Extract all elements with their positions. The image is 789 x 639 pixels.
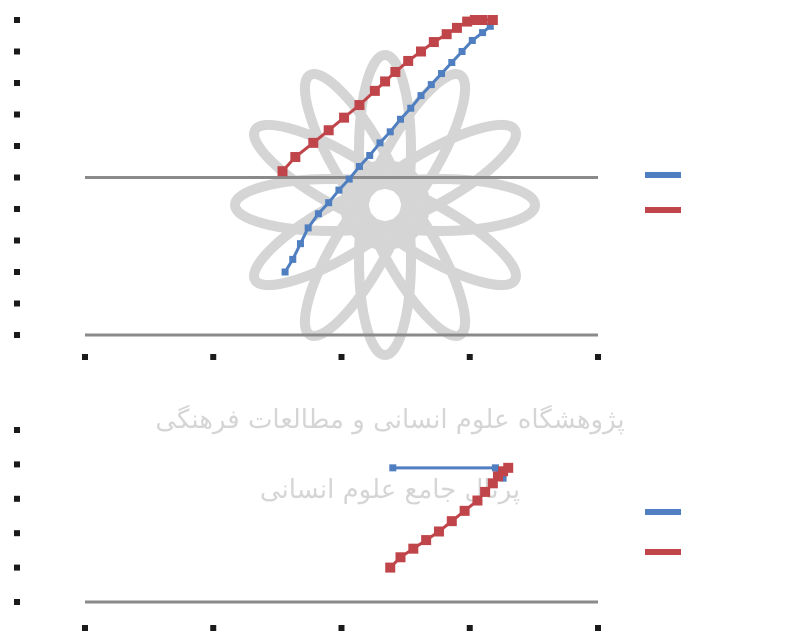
x-tick-marker bbox=[595, 625, 601, 631]
y-tick-marker bbox=[14, 599, 20, 605]
data-point bbox=[458, 48, 466, 55]
data-point bbox=[459, 505, 470, 516]
data-point bbox=[339, 112, 350, 123]
x-tick-marker bbox=[82, 354, 88, 360]
data-point bbox=[386, 128, 394, 136]
rosette-center bbox=[340, 160, 430, 250]
y-tick-marker bbox=[14, 17, 20, 23]
data-point bbox=[308, 137, 319, 148]
y-tick-marker bbox=[14, 495, 20, 502]
data-point bbox=[487, 15, 498, 25]
x-tick-marker bbox=[466, 354, 473, 360]
data-point bbox=[345, 175, 353, 183]
data-point bbox=[503, 462, 514, 473]
data-point bbox=[462, 16, 473, 27]
data-point bbox=[390, 66, 401, 77]
y-tick-marker bbox=[14, 80, 20, 86]
data-point bbox=[366, 151, 374, 159]
y-tick-marker bbox=[14, 300, 20, 307]
data-point bbox=[433, 526, 444, 537]
data-point bbox=[441, 29, 452, 40]
data-point bbox=[417, 92, 425, 100]
data-point bbox=[369, 85, 380, 96]
data-point bbox=[376, 139, 384, 147]
chart-top bbox=[14, 15, 681, 360]
data-point bbox=[290, 152, 301, 163]
y-tick-marker bbox=[14, 111, 20, 118]
data-point bbox=[314, 210, 322, 218]
data-point bbox=[428, 37, 439, 48]
data-point bbox=[395, 552, 406, 563]
data-point bbox=[487, 478, 498, 489]
x-tick-marker bbox=[595, 354, 601, 360]
data-point bbox=[396, 115, 404, 123]
y-tick-marker bbox=[14, 237, 20, 244]
data-point bbox=[499, 474, 507, 482]
data-point bbox=[472, 495, 483, 506]
data-point bbox=[355, 162, 363, 170]
data-point bbox=[296, 240, 304, 248]
data-point bbox=[289, 255, 297, 263]
y-tick-marker bbox=[14, 269, 20, 275]
data-point bbox=[335, 186, 343, 194]
data-point bbox=[323, 125, 334, 136]
data-point bbox=[281, 268, 289, 276]
institute-rosette-logo-icon bbox=[230, 50, 540, 360]
series-line bbox=[283, 25, 492, 273]
chart-bottom bbox=[14, 427, 681, 631]
data-point bbox=[277, 166, 288, 177]
legend-swatch bbox=[645, 172, 681, 178]
y-tick-marker bbox=[14, 427, 20, 433]
data-point bbox=[469, 15, 480, 25]
data-point bbox=[408, 543, 419, 554]
data-point bbox=[491, 464, 499, 472]
y-tick-marker bbox=[14, 564, 20, 571]
data-point bbox=[448, 59, 456, 67]
data-point bbox=[380, 76, 391, 87]
x-tick-marker bbox=[210, 625, 217, 631]
x-tick-marker bbox=[210, 354, 217, 360]
y-tick-marker bbox=[14, 143, 20, 149]
data-point bbox=[486, 22, 494, 30]
legend-swatch bbox=[645, 207, 681, 213]
x-tick-marker bbox=[466, 625, 473, 631]
data-point bbox=[438, 70, 446, 78]
data-point bbox=[421, 535, 432, 546]
x-tick-marker bbox=[338, 354, 345, 360]
y-tick-marker bbox=[14, 48, 20, 55]
data-point bbox=[477, 15, 488, 25]
data-point bbox=[480, 486, 491, 497]
data-point bbox=[416, 46, 427, 57]
data-point bbox=[468, 36, 476, 44]
data-point bbox=[427, 81, 435, 89]
data-point bbox=[498, 466, 509, 477]
data-point bbox=[479, 29, 487, 37]
y-tick-marker bbox=[14, 206, 20, 212]
y-tick-marker bbox=[14, 174, 20, 181]
data-point bbox=[354, 100, 365, 111]
y-tick-marker bbox=[14, 332, 20, 338]
data-point bbox=[446, 516, 457, 527]
data-point bbox=[304, 224, 312, 232]
data-point bbox=[403, 55, 414, 66]
data-point bbox=[492, 471, 503, 482]
legend-swatch bbox=[645, 549, 681, 555]
data-point bbox=[389, 464, 397, 472]
data-point bbox=[407, 104, 415, 112]
y-tick-marker bbox=[14, 461, 20, 468]
x-tick-marker bbox=[82, 625, 88, 631]
data-point bbox=[385, 562, 396, 573]
y-tick-marker bbox=[14, 530, 20, 537]
x-tick-marker bbox=[338, 625, 345, 631]
watermark-line-1: پژوهشگاه علوم انسانی و مطالعات فرهنگی bbox=[155, 404, 624, 435]
watermark: پژوهشگاه علوم انسانی و مطالعات فرهنگی پر… bbox=[155, 50, 625, 505]
data-point bbox=[451, 22, 462, 33]
data-point bbox=[325, 199, 333, 207]
legend-swatch bbox=[645, 509, 681, 515]
